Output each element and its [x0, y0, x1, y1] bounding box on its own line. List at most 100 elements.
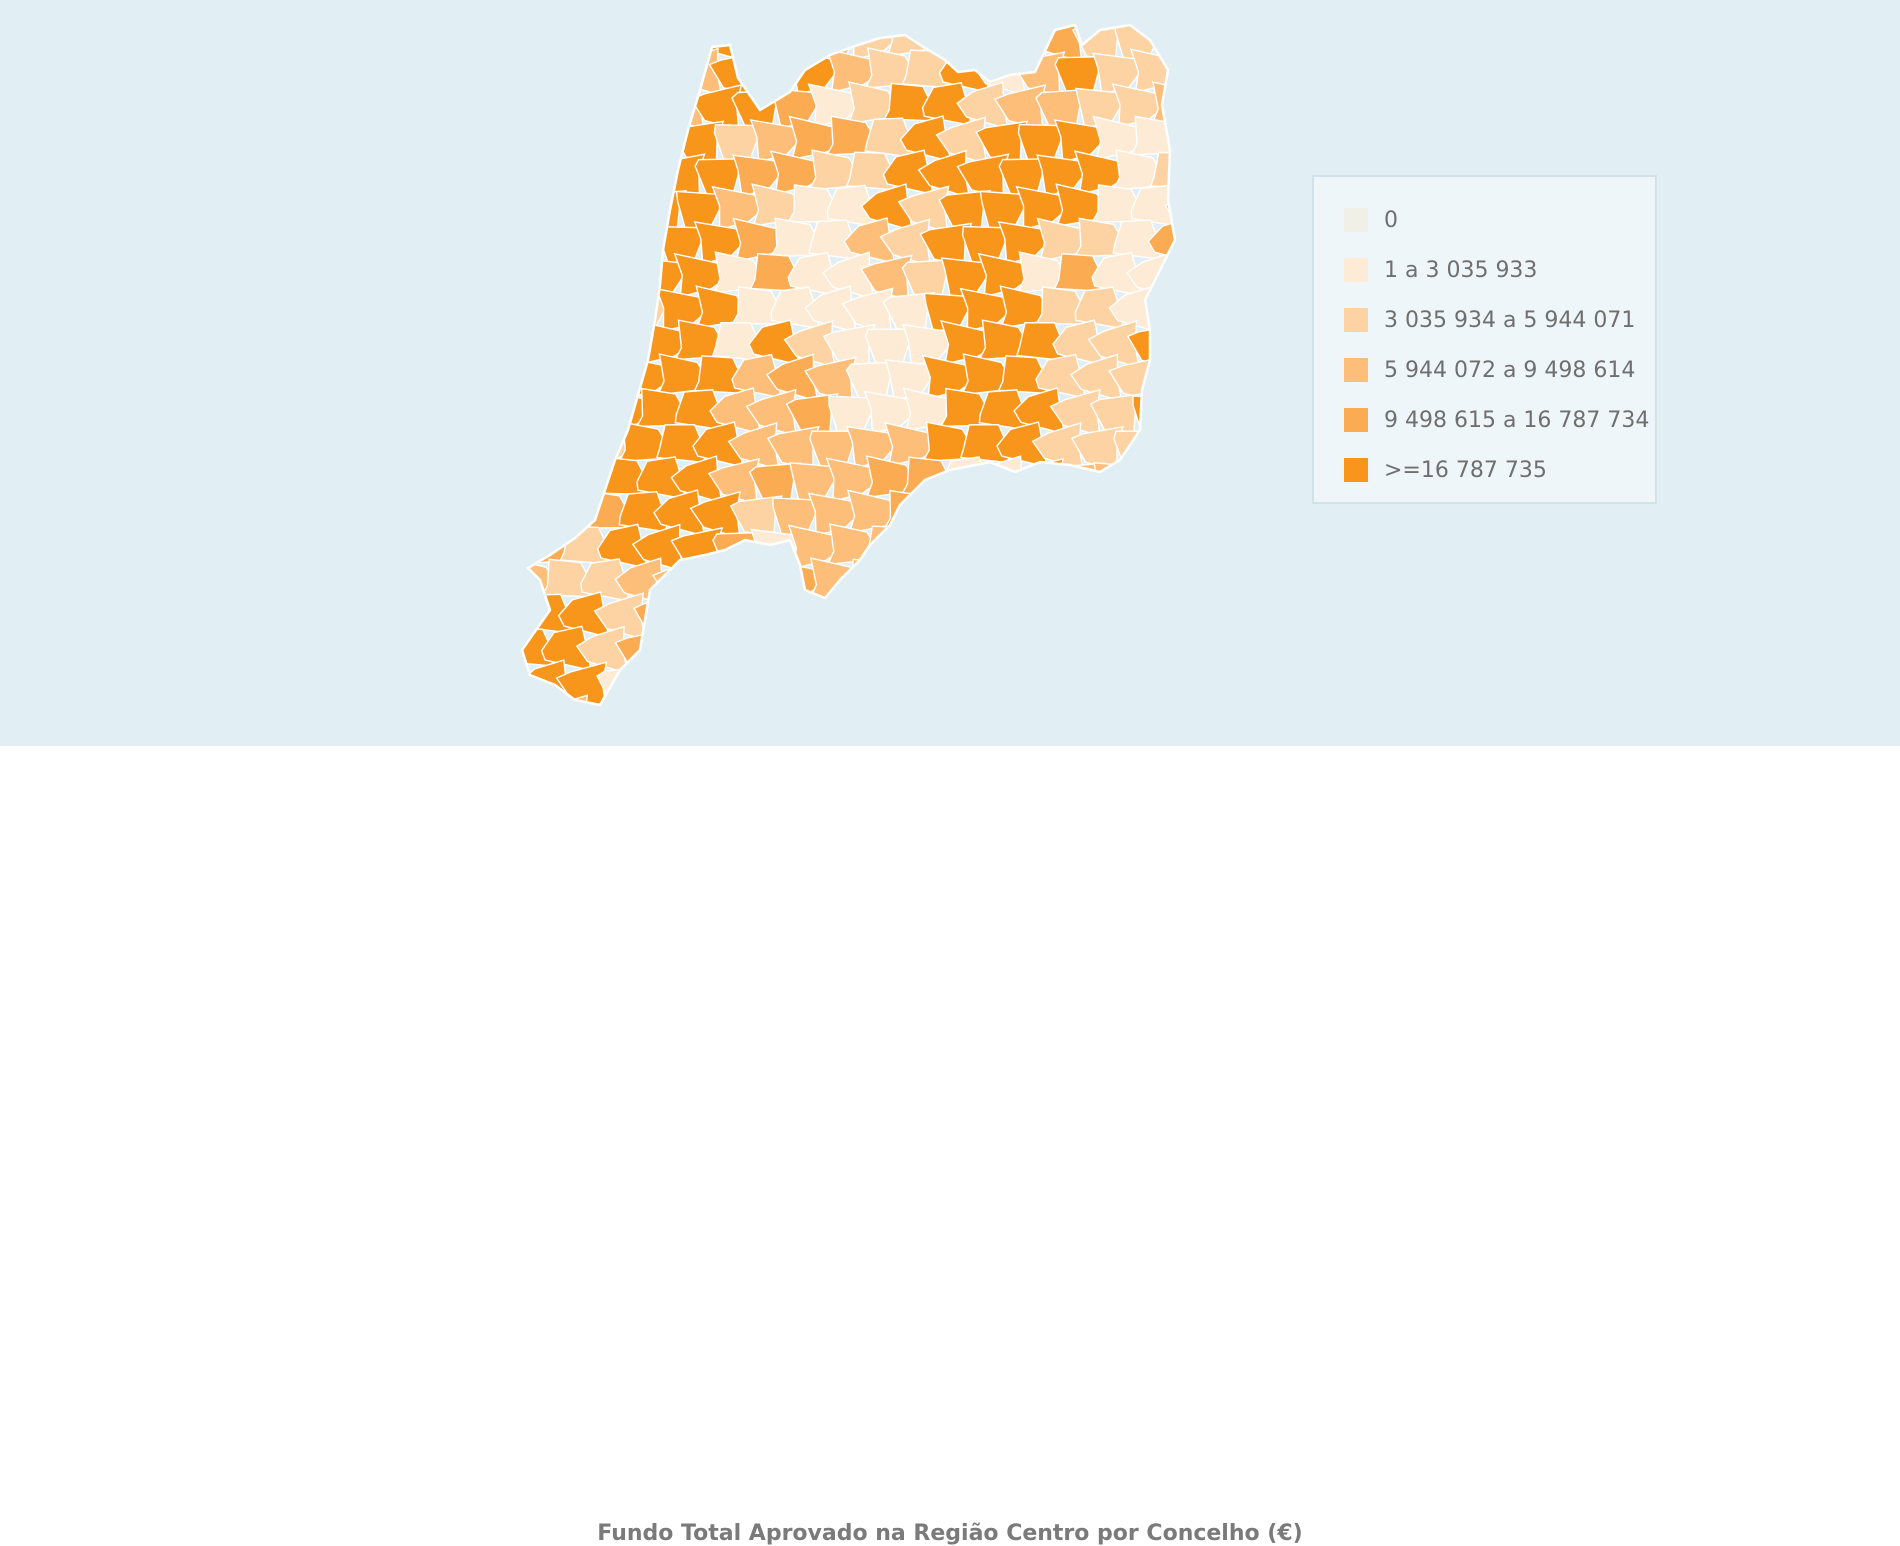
- municipality-region[interactable]: [1035, 693, 1091, 733]
- municipality-region[interactable]: [656, 633, 708, 672]
- municipality-region[interactable]: [1111, 492, 1165, 537]
- municipality-region[interactable]: [1092, 660, 1142, 704]
- municipality-region[interactable]: [1129, 457, 1183, 503]
- municipality-region[interactable]: [520, 323, 572, 369]
- municipality-region[interactable]: [1168, 117, 1218, 158]
- municipality-region[interactable]: [560, 117, 612, 158]
- municipality-region[interactable]: [656, 16, 707, 57]
- municipality-region[interactable]: [883, 489, 939, 529]
- municipality-region[interactable]: [597, 49, 651, 89]
- municipality-region[interactable]: [1189, 360, 1237, 400]
- municipality-region[interactable]: [555, 661, 608, 708]
- municipality-region[interactable]: [770, 625, 826, 668]
- municipality-region[interactable]: [539, 217, 592, 265]
- municipality-region[interactable]: [580, 359, 631, 401]
- municipality-region[interactable]: [997, 564, 1050, 605]
- municipality-region[interactable]: [502, 285, 554, 334]
- municipality-region[interactable]: [597, 259, 650, 298]
- municipality-region[interactable]: [901, 456, 956, 496]
- municipality-region[interactable]: [1091, 591, 1147, 632]
- municipality-region[interactable]: [955, 559, 1009, 607]
- municipality-region[interactable]: [580, 14, 636, 58]
- municipality-region[interactable]: [879, 625, 933, 675]
- municipality-region[interactable]: [578, 149, 630, 196]
- municipality-region[interactable]: [902, 387, 958, 432]
- municipality-region[interactable]: [522, 184, 572, 228]
- municipality-region[interactable]: [1168, 47, 1223, 89]
- municipality-region[interactable]: [1169, 455, 1223, 499]
- municipality-region[interactable]: [900, 665, 954, 707]
- municipality-region[interactable]: [881, 698, 935, 741]
- municipality-region[interactable]: [560, 47, 616, 90]
- municipality-region[interactable]: [977, 662, 1032, 706]
- municipality-region[interactable]: [617, 82, 668, 126]
- municipality-region[interactable]: [543, 81, 598, 125]
- municipality-region[interactable]: [1126, 659, 1179, 706]
- municipality-region[interactable]: [959, 697, 1013, 740]
- municipality-region[interactable]: [595, 115, 648, 163]
- municipality-region[interactable]: [1189, 491, 1242, 529]
- municipality-region[interactable]: [826, 593, 878, 634]
- municipality-region[interactable]: [1033, 495, 1087, 538]
- municipality-region[interactable]: [596, 665, 650, 707]
- municipality-region[interactable]: [675, 600, 726, 638]
- municipality-region[interactable]: [559, 390, 613, 435]
- municipality-region[interactable]: [733, 563, 783, 605]
- municipality-region[interactable]: [1189, 83, 1241, 120]
- municipality-region[interactable]: [1187, 293, 1238, 332]
- municipality-region[interactable]: [1016, 531, 1068, 570]
- municipality-region[interactable]: [1168, 328, 1219, 366]
- municipality-region[interactable]: [1164, 183, 1217, 232]
- municipality-region[interactable]: [631, 116, 684, 165]
- municipality-region[interactable]: [750, 591, 806, 637]
- municipality-region[interactable]: [1145, 287, 1197, 335]
- municipality-region[interactable]: [844, 625, 896, 672]
- municipality-region[interactable]: [941, 666, 992, 706]
- municipality-region[interactable]: [1130, 523, 1185, 566]
- municipality-region[interactable]: [1185, 219, 1235, 265]
- municipality-region[interactable]: [921, 15, 977, 53]
- municipality-region[interactable]: [727, 16, 779, 63]
- municipality-region[interactable]: [593, 185, 646, 233]
- municipality-region[interactable]: [1189, 423, 1242, 466]
- municipality-region[interactable]: [1148, 625, 1199, 672]
- municipality-region[interactable]: [1037, 563, 1087, 605]
- municipality-region[interactable]: [1145, 694, 1197, 742]
- municipality-region[interactable]: [937, 596, 991, 640]
- municipality-region[interactable]: [575, 218, 628, 267]
- municipality-region[interactable]: [1187, 150, 1236, 194]
- municipality-region[interactable]: [1151, 81, 1204, 125]
- municipality-region[interactable]: [694, 693, 750, 738]
- municipality-region[interactable]: [541, 151, 595, 191]
- municipality-region[interactable]: [613, 149, 667, 199]
- municipality-region[interactable]: [1073, 559, 1128, 605]
- municipality-region[interactable]: [537, 694, 590, 742]
- municipality-region[interactable]: [918, 629, 972, 675]
- municipality-region[interactable]: [560, 328, 612, 366]
- municipality-region[interactable]: [1054, 528, 1105, 571]
- municipality-region[interactable]: [1130, 593, 1181, 634]
- municipality-region[interactable]: [884, 558, 934, 602]
- municipality-region[interactable]: [922, 490, 973, 533]
- municipality-region[interactable]: [507, 22, 556, 61]
- municipality-region[interactable]: [556, 183, 610, 232]
- municipality-region[interactable]: [770, 695, 822, 735]
- municipality-region[interactable]: [1113, 430, 1164, 468]
- municipality-region[interactable]: [1189, 559, 1237, 601]
- municipality-region[interactable]: [960, 633, 1012, 671]
- municipality-region[interactable]: [1167, 525, 1220, 565]
- municipality-region[interactable]: [807, 627, 861, 667]
- municipality-region[interactable]: [957, 489, 1010, 537]
- municipality-region[interactable]: [522, 115, 577, 156]
- municipality-region[interactable]: [617, 15, 673, 53]
- municipality-region[interactable]: [519, 251, 571, 301]
- municipality-region[interactable]: [1164, 254, 1216, 301]
- municipality-region[interactable]: [522, 48, 577, 94]
- municipality-region[interactable]: [897, 592, 950, 641]
- municipality-region[interactable]: [634, 47, 686, 94]
- municipality-region[interactable]: [505, 492, 557, 537]
- municipality-region[interactable]: [979, 600, 1030, 638]
- municipality-region[interactable]: [918, 557, 972, 606]
- municipality-region[interactable]: [1190, 14, 1243, 56]
- municipality-region[interactable]: [731, 626, 787, 672]
